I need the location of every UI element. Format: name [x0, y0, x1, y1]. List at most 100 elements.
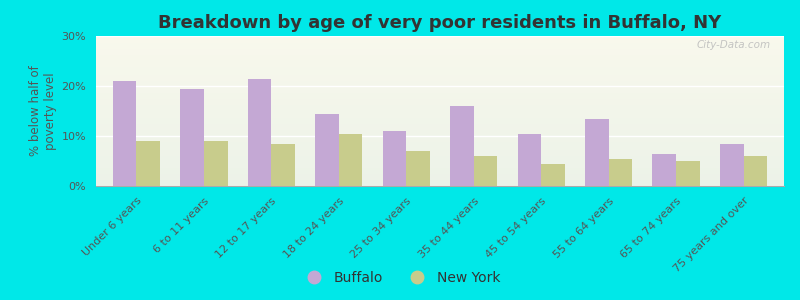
Bar: [96, 159, 784, 160]
Bar: [96, 74, 784, 75]
Bar: [96, 165, 784, 166]
Bar: [96, 78, 784, 80]
Bar: [96, 75, 784, 76]
Bar: [96, 174, 784, 176]
Bar: [653, 154, 676, 186]
Bar: [518, 134, 541, 186]
Bar: [96, 182, 784, 183]
Bar: [96, 128, 784, 129]
Y-axis label: % below half of
poverty level: % below half of poverty level: [30, 66, 58, 156]
Bar: [96, 54, 784, 56]
Bar: [96, 156, 784, 158]
Bar: [743, 156, 767, 186]
Bar: [406, 151, 430, 186]
Bar: [96, 183, 784, 184]
Bar: [96, 70, 784, 72]
Bar: [96, 72, 784, 74]
Bar: [96, 61, 784, 63]
Bar: [180, 88, 204, 186]
Bar: [96, 63, 784, 64]
Bar: [96, 160, 784, 162]
Bar: [96, 96, 784, 98]
Bar: [96, 36, 784, 38]
Bar: [96, 57, 784, 58]
Bar: [96, 42, 784, 44]
Bar: [96, 112, 784, 114]
Bar: [96, 98, 784, 99]
Bar: [96, 162, 784, 164]
Bar: [96, 106, 784, 108]
Bar: [585, 118, 609, 186]
Bar: [96, 38, 784, 39]
Bar: [96, 69, 784, 70]
Bar: [96, 123, 784, 124]
Title: Breakdown by age of very poor residents in Buffalo, NY: Breakdown by age of very poor residents …: [158, 14, 722, 32]
Bar: [450, 106, 474, 186]
Bar: [96, 118, 784, 120]
Bar: [96, 148, 784, 150]
Bar: [96, 171, 784, 172]
Bar: [315, 113, 339, 186]
Bar: [96, 132, 784, 134]
Bar: [96, 103, 784, 105]
Bar: [96, 111, 784, 112]
Bar: [676, 161, 700, 186]
Bar: [96, 152, 784, 153]
Bar: [96, 60, 784, 61]
Bar: [96, 51, 784, 52]
Bar: [96, 88, 784, 90]
Bar: [96, 178, 784, 180]
Bar: [96, 140, 784, 141]
Bar: [96, 84, 784, 86]
Bar: [96, 114, 784, 116]
Bar: [382, 131, 406, 186]
Bar: [204, 141, 227, 186]
Bar: [96, 134, 784, 135]
Bar: [96, 136, 784, 138]
Bar: [271, 143, 295, 186]
Bar: [96, 135, 784, 136]
Bar: [96, 85, 784, 87]
Bar: [96, 66, 784, 68]
Bar: [96, 92, 784, 93]
Bar: [96, 56, 784, 57]
Bar: [96, 150, 784, 152]
Text: City-Data.com: City-Data.com: [696, 40, 770, 50]
Bar: [96, 122, 784, 123]
Bar: [96, 99, 784, 100]
Bar: [96, 39, 784, 40]
Bar: [96, 147, 784, 148]
Bar: [96, 52, 784, 54]
Bar: [96, 172, 784, 174]
Bar: [96, 129, 784, 130]
Bar: [96, 44, 784, 45]
Bar: [96, 80, 784, 81]
Bar: [96, 82, 784, 84]
Bar: [96, 64, 784, 66]
Bar: [474, 156, 498, 186]
Bar: [96, 90, 784, 92]
Bar: [96, 169, 784, 171]
Bar: [113, 81, 137, 186]
Bar: [541, 164, 565, 186]
Bar: [96, 146, 784, 147]
Bar: [96, 94, 784, 96]
Bar: [96, 164, 784, 165]
Bar: [96, 45, 784, 46]
Bar: [96, 141, 784, 142]
Bar: [96, 142, 784, 144]
Bar: [96, 68, 784, 69]
Bar: [96, 154, 784, 156]
Bar: [96, 124, 784, 126]
Bar: [137, 141, 160, 186]
Bar: [96, 126, 784, 128]
Bar: [96, 176, 784, 177]
Bar: [96, 46, 784, 48]
Bar: [96, 116, 784, 117]
Bar: [96, 102, 784, 104]
Bar: [339, 134, 362, 186]
Bar: [96, 58, 784, 60]
Bar: [248, 79, 271, 186]
Bar: [96, 110, 784, 111]
Bar: [96, 93, 784, 94]
